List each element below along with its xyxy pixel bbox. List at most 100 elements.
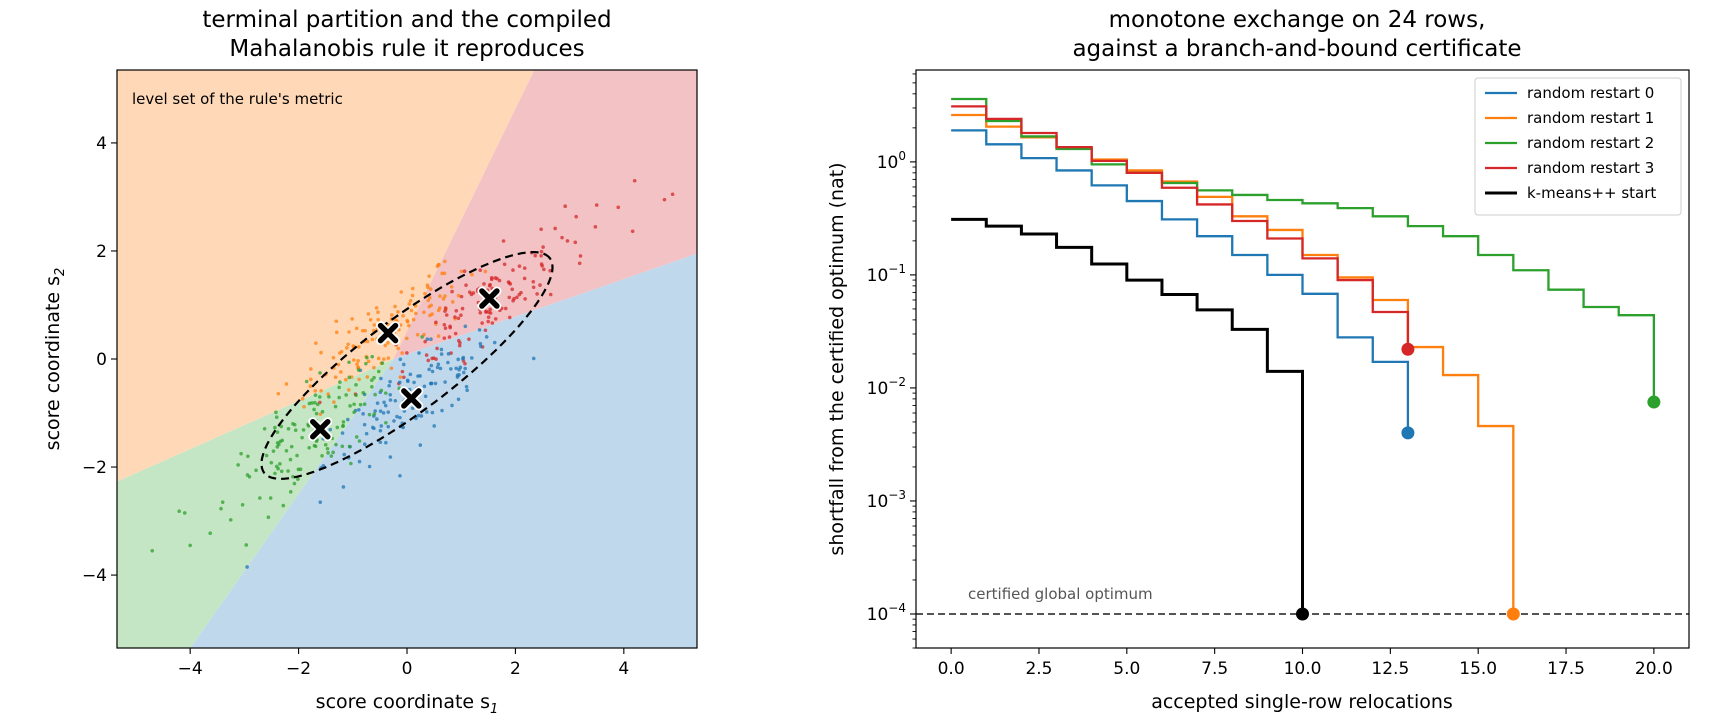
scatter-point-orange [313,389,318,393]
scatter-point-green [365,355,369,360]
scatter-point-orange [334,319,339,324]
scatter-point-green [274,410,278,415]
scatter-point-red [560,235,564,240]
scatter-point-green [320,409,325,414]
legend-entry: random restart 1 [1485,109,1654,127]
scatter-point-orange [483,269,488,274]
scatter-point-blue [439,352,444,356]
scatter-point-green [312,443,317,448]
scatter-point-red [442,322,447,327]
scatter-point-green [357,439,362,443]
scatter-point-orange [414,311,418,316]
scatter-point-red [510,287,515,292]
scatter-point-red [493,276,498,280]
scatter-point-green [281,503,286,508]
scatter-point-orange [427,274,431,278]
scatter-point-green [264,453,269,458]
scatter-point-blue [386,424,391,429]
scatter-point-orange [366,359,371,364]
scatter-point-green [315,402,320,407]
scatter-point-red [578,254,583,258]
scatter-point-green [289,444,294,449]
scatter-point-orange [345,346,349,350]
scatter-point-orange [382,357,386,361]
y-tick-label: −2 [82,458,107,478]
scatter-point-blue [484,335,489,339]
scatter-point-red [507,315,512,320]
scatter-point-blue [454,366,458,371]
scatter-point-red [507,295,512,300]
scatter-point-blue [422,384,427,389]
scatter-point-blue [378,428,383,433]
scatter-point-blue [470,356,474,360]
scatter-point-green [274,464,279,469]
scatter-point-orange [449,285,454,289]
scatter-point-green [300,435,304,440]
scatter-point-green [273,471,277,476]
scatter-point-red [453,331,458,336]
scatter-point-orange [436,308,441,313]
scatter-point-blue [477,328,482,332]
scatter-point-red [467,337,471,341]
scatter-point-blue [429,381,434,386]
scatter-point-orange [308,384,313,389]
scatter-point-blue [378,440,383,445]
scatter-point-red [443,306,448,310]
scatter-point-blue [398,415,402,420]
scatter-point-orange [331,355,336,360]
scatter-point-green [269,460,274,465]
scatter-point-red [442,336,447,340]
scatter-point-red [531,285,536,290]
final-marker-random-restart-0 [1401,426,1415,440]
scatter-point-green [277,442,281,447]
region-blue [190,253,697,648]
scatter-point-red [533,253,538,258]
scatter-point-red [616,205,621,210]
scatter-point-orange [326,392,330,396]
legend-entry: random restart 0 [1485,84,1654,102]
scatter-point-green [273,425,277,430]
scatter-point-blue [410,406,415,410]
scatter-point-green [347,375,352,380]
scatter-point-green [286,426,291,431]
scatter-point-red [515,295,519,300]
scatter-point-red [502,262,507,267]
scatter-point-orange [393,304,397,309]
scatter-point-green [323,443,328,447]
scatter-point-orange [354,326,359,331]
scatter-point-orange [407,302,412,306]
scatter-point-blue [342,452,347,457]
scatter-point-red [531,279,536,284]
scatter-point-red [662,197,667,202]
scatter-point-red [486,319,491,324]
scatter-point-blue [393,398,398,403]
scatter-point-green [325,446,330,451]
x-tick-label: 15.0 [1459,659,1497,679]
scatter-point-blue [436,362,441,367]
left-y-ticks: −4 −2 0 2 4 [82,134,117,586]
scatter-point-blue [461,355,466,360]
scatter-point-green [239,451,243,456]
scatter-point-orange [332,400,336,404]
scatter-point-red [573,240,578,245]
scatter-point-blue [405,378,410,383]
x-tick-label: −4 [178,659,203,679]
y-tick-label: 2 [96,242,107,262]
legend-entry: k-means++ start [1485,184,1656,202]
scatter-point-red [488,282,492,287]
scatter-point-blue [387,384,391,388]
scatter-point-orange [401,314,405,318]
shortfall-step-chart: monotone exchange on 24 rows, against a … [826,7,1690,713]
scatter-point-green [337,385,341,390]
scatter-point-blue [463,366,467,371]
scatter-point-green [244,543,249,547]
scatter-point-green [219,506,223,511]
scatter-point-blue [375,401,380,405]
scatter-point-red [482,282,486,286]
scatter-point-red [443,309,447,313]
scatter-point-green [245,473,250,477]
scatter-point-blue [341,485,346,489]
scatter-point-red [454,308,459,313]
scatter-point-green [313,393,318,397]
scatter-point-orange [399,290,404,294]
